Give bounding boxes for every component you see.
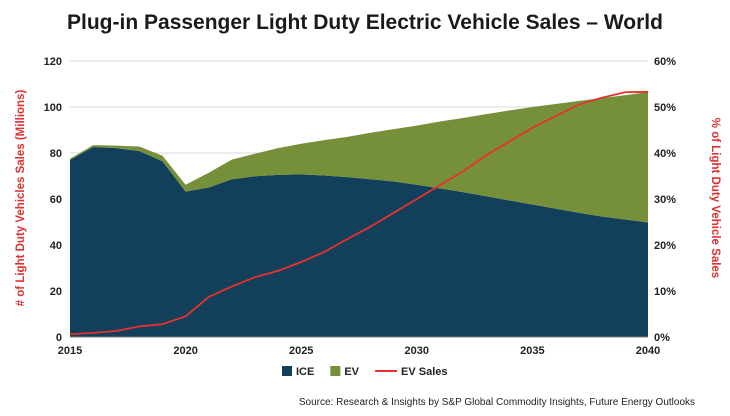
y-tick-label: 100 bbox=[44, 102, 62, 114]
y-axis-title: # of Light Duty Vehicles Sales (Millions… bbox=[15, 90, 27, 307]
y2-tick-label: 20% bbox=[654, 240, 676, 252]
legend-label-ev: EV bbox=[344, 366, 359, 378]
y2-tick-label: 40% bbox=[654, 148, 676, 160]
legend-swatch-ice bbox=[282, 366, 292, 376]
legend-label-ice: ICE bbox=[296, 366, 314, 378]
area-series-ice bbox=[70, 147, 648, 337]
x-tick-label: 2020 bbox=[173, 345, 197, 357]
x-tick-label: 2035 bbox=[520, 345, 544, 357]
y2-tick-label: 60% bbox=[654, 56, 676, 68]
y2-tick-label: 0% bbox=[654, 332, 670, 344]
plot-areas bbox=[70, 92, 648, 337]
y-tick-label: 40 bbox=[50, 240, 62, 252]
plot-lines bbox=[69, 90, 649, 336]
chart-title: Plug-in Passenger Light Duty Electric Ve… bbox=[67, 11, 663, 34]
y2-tick-label: 10% bbox=[654, 286, 676, 298]
legend-swatch-ev bbox=[330, 366, 341, 376]
area-series-ev bbox=[70, 92, 648, 223]
legend-label-ev-sales: EV Sales bbox=[401, 366, 447, 378]
y-tick-label: 20 bbox=[50, 286, 62, 298]
y2-tick-label: 50% bbox=[654, 102, 676, 114]
y2-axis-title: % of Light Duty Vehicle Sales bbox=[709, 118, 721, 278]
x-tick-label: 2030 bbox=[405, 345, 429, 357]
x-tick-label: 2040 bbox=[636, 345, 660, 357]
legend: ICE EV EV Sales bbox=[282, 366, 448, 378]
source-note: Source: Research & Insights by S&P Globa… bbox=[299, 397, 695, 408]
x-tick-label: 2025 bbox=[289, 345, 313, 357]
x-tick-label: 2015 bbox=[58, 345, 82, 357]
y-tick-label: 80 bbox=[50, 148, 62, 160]
y-tick-label: 120 bbox=[44, 56, 62, 68]
y2-tick-label: 30% bbox=[654, 194, 676, 206]
y-tick-label: 0 bbox=[56, 332, 62, 344]
line-series-ev-sales bbox=[69, 90, 649, 336]
y-tick-label: 60 bbox=[50, 194, 62, 206]
